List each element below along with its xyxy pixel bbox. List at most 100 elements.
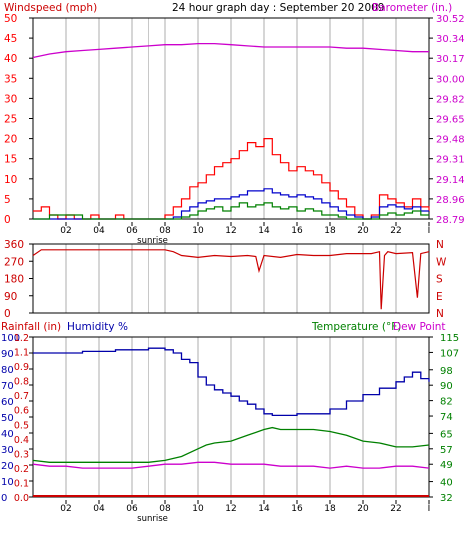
rain-tick-6: 0.6 bbox=[14, 406, 29, 417]
bot-xlabel-14: 14 bbox=[258, 504, 270, 514]
dewpoint-axis-title: Dew Point bbox=[393, 321, 446, 333]
humidity-tick-0: 0 bbox=[1, 493, 7, 504]
bot-xlabel-20: 20 bbox=[357, 504, 369, 514]
temp-tick-57: 57 bbox=[440, 445, 453, 456]
top-xlabel-I: I bbox=[428, 226, 431, 236]
temp-tick-115: 115 bbox=[440, 333, 459, 344]
temp-tick-40: 40 bbox=[440, 478, 453, 489]
bot-xlabel-I: I bbox=[428, 504, 431, 514]
baro-tick-28.96: 28.96 bbox=[436, 195, 465, 206]
wind-tick-50: 50 bbox=[4, 13, 17, 25]
series-wind-direction bbox=[32, 249, 430, 310]
rain-tick-2: 0.2 bbox=[14, 464, 29, 475]
compass-label-2: S bbox=[436, 274, 443, 286]
wind-tick-0: 0 bbox=[4, 214, 11, 226]
temp-tick-32: 32 bbox=[440, 493, 453, 504]
humidity-tick-40: 40 bbox=[1, 429, 14, 440]
humidity-tick-60: 60 bbox=[1, 397, 14, 408]
rain-tick-0: 0.0 bbox=[14, 493, 29, 504]
series-temperature-f- bbox=[32, 426, 430, 463]
baro-tick-29.14: 29.14 bbox=[436, 175, 465, 186]
wind-tick-30: 30 bbox=[4, 93, 17, 105]
baro-tick-30.17: 30.17 bbox=[436, 54, 465, 65]
baro-tick-29.65: 29.65 bbox=[436, 115, 465, 126]
series-humidity- bbox=[33, 347, 430, 417]
baro-tick-29.82: 29.82 bbox=[436, 94, 465, 105]
baro-tick-28.79: 28.79 bbox=[436, 215, 465, 226]
windspeed-barometer-panel: 0 5 10 15 20 25 30 35 40 45 50 28.79 28.96 29.14 29.31… bbox=[4, 13, 465, 246]
dir-tick-90: 90 bbox=[4, 291, 17, 303]
humidity-tick-20: 20 bbox=[1, 461, 14, 472]
series-dew-point bbox=[32, 461, 430, 469]
top-xlabel-14: 14 bbox=[258, 226, 270, 236]
windspeed-axis-title: Windspeed (mph) bbox=[4, 2, 97, 14]
bot-xlabel-10: 10 bbox=[192, 504, 204, 514]
top-xlabel-06: 06 bbox=[126, 226, 138, 236]
series-barometer-in- bbox=[32, 42, 429, 59]
baro-tick-29.48: 29.48 bbox=[436, 135, 465, 146]
bot-xlabel-08: 08 bbox=[159, 504, 171, 514]
top-xlabel-08: 08 bbox=[159, 226, 171, 236]
rain-humidity-temperature-panel: 0 10 20 30 40 50 60 70 80 90 100 0.0 0.1 0.2 0.3 0.4 0.5… bbox=[1, 333, 459, 524]
top-xlabel-02: 02 bbox=[60, 226, 71, 236]
rain-tick-9: 0.9 bbox=[14, 362, 29, 373]
top-xlabel-12: 12 bbox=[225, 226, 236, 236]
temp-tick-65: 65 bbox=[440, 429, 453, 440]
temp-tick-74: 74 bbox=[440, 412, 453, 423]
bot-xlabel-06: 06 bbox=[126, 504, 138, 514]
dir-tick-270: 270 bbox=[4, 256, 24, 268]
rain-tick-3: 0.3 bbox=[14, 449, 29, 460]
bot-xlabel-16: 16 bbox=[291, 504, 303, 514]
temp-tick-98: 98 bbox=[440, 366, 453, 377]
humidity-tick-50: 50 bbox=[1, 413, 14, 424]
temp-tick-49: 49 bbox=[440, 460, 453, 471]
bot-sunrise-label: sunrise bbox=[137, 514, 168, 524]
wind-tick-45: 45 bbox=[4, 33, 17, 45]
humidity-tick-70: 70 bbox=[1, 381, 14, 392]
wind-tick-25: 25 bbox=[4, 114, 17, 126]
temp-tick-107: 107 bbox=[440, 348, 459, 359]
wind-tick-20: 20 bbox=[4, 134, 17, 146]
bot-xlabel-02: 02 bbox=[60, 504, 71, 514]
bot-xlabel-22: 22 bbox=[390, 504, 401, 514]
wind-tick-35: 35 bbox=[4, 73, 17, 85]
compass-label-4: N bbox=[436, 308, 444, 320]
dir-tick-180: 180 bbox=[4, 274, 24, 286]
bot-xlabel-04: 04 bbox=[93, 504, 105, 514]
top-xlabel-22: 22 bbox=[390, 226, 401, 236]
temperature-axis-title: Temperature (°F) bbox=[311, 321, 401, 333]
series-average bbox=[33, 188, 429, 220]
rain-tick-8: 0.8 bbox=[14, 377, 29, 388]
wind-tick-40: 40 bbox=[4, 53, 17, 65]
top-xlabel-16: 16 bbox=[291, 226, 303, 236]
top-xlabel-10: 10 bbox=[192, 226, 204, 236]
rain-tick-1: 0.1 bbox=[14, 478, 29, 489]
graph-title: 24 hour graph day : September 20 2009 bbox=[172, 2, 384, 14]
humidity-tick-100: 100 bbox=[1, 333, 20, 344]
top-xlabel-18: 18 bbox=[324, 226, 336, 236]
wind-tick-5: 5 bbox=[4, 194, 11, 206]
rain-tick-7: 0.7 bbox=[14, 391, 29, 402]
top-xlabel-04: 04 bbox=[93, 226, 105, 236]
compass-label-3: E bbox=[436, 291, 443, 303]
bot-xlabel-18: 18 bbox=[324, 504, 336, 514]
bot-xlabel-12: 12 bbox=[225, 504, 236, 514]
compass-label-1: W bbox=[436, 256, 447, 268]
baro-tick-30.00: 30.00 bbox=[436, 74, 465, 85]
humidity-tick-10: 10 bbox=[1, 477, 14, 488]
top-xlabel-20: 20 bbox=[357, 226, 369, 236]
top-sunrise-label: sunrise bbox=[137, 236, 168, 246]
wind-tick-15: 15 bbox=[4, 154, 17, 166]
compass-label-0: N bbox=[436, 239, 444, 251]
humidity-axis-title: Humidity % bbox=[67, 321, 128, 333]
wind-tick-10: 10 bbox=[4, 174, 17, 186]
dir-tick-0: 0 bbox=[4, 308, 11, 320]
baro-tick-30.52: 30.52 bbox=[436, 14, 465, 25]
rain-tick-10: 1.1 bbox=[14, 348, 29, 359]
series-low bbox=[33, 202, 429, 220]
dir-tick-360: 360 bbox=[4, 239, 24, 251]
rain-tick-11: 1.2 bbox=[14, 333, 29, 344]
barometer-axis-title: Barometer (in.) bbox=[372, 2, 452, 14]
